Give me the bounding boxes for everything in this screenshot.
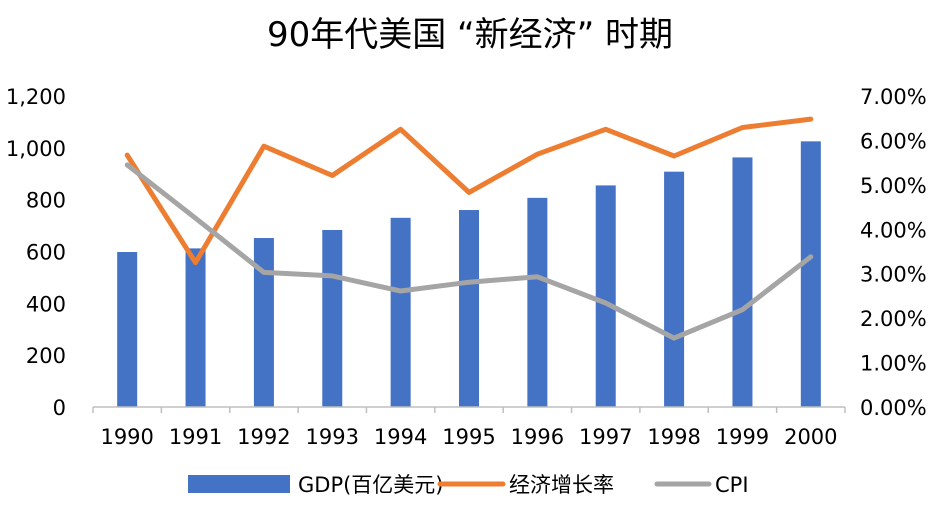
y-left-tick-label: 400 — [26, 292, 66, 316]
x-tick-label: 1997 — [579, 425, 632, 449]
y-right-tick-label: 5.00% — [860, 174, 927, 198]
y-left-tick-label: 800 — [26, 189, 66, 213]
x-tick-label: 1990 — [100, 425, 153, 449]
y-right-tick-label: 2.00% — [860, 307, 927, 331]
y-right-tick-label: 1.00% — [860, 352, 927, 376]
x-tick-label: 1996 — [511, 425, 564, 449]
growth-rate-line — [124, 116, 814, 266]
legend: GDP(百亿美元) 经济增长率 CPI — [188, 473, 749, 497]
y-left-tick-label: 0 — [53, 396, 66, 420]
x-tick-label: 1994 — [374, 425, 427, 449]
y-right-tick-label: 4.00% — [860, 218, 927, 242]
gdp-bar — [322, 229, 343, 407]
legend-gdp-swatch — [188, 475, 290, 493]
gdp-bar — [185, 248, 206, 407]
y-right-tick-label: 3.00% — [860, 263, 927, 287]
legend-label: 经济增长率 — [509, 473, 614, 497]
x-tick-label: 1999 — [716, 425, 769, 449]
y-right-tick-label: 6.00% — [860, 129, 927, 153]
legend-label: GDP(百亿美元) — [298, 473, 444, 497]
y-left-tick-label: 1,200 — [6, 85, 66, 109]
lines-layer — [124, 116, 814, 341]
y-left-tick-label: 200 — [26, 344, 66, 368]
x-tick-label: 1991 — [169, 425, 222, 449]
legend-label: CPI — [715, 473, 749, 497]
gdp-bar — [664, 171, 685, 407]
gdp-bar — [595, 185, 616, 407]
bars-layer — [117, 141, 821, 407]
x-tick-label: 1995 — [442, 425, 495, 449]
cpi-line — [124, 162, 814, 341]
gdp-bar — [732, 157, 753, 407]
gdp-bar — [117, 252, 138, 407]
x-tick-label: 1992 — [237, 425, 290, 449]
x-tick-label: 2000 — [784, 425, 837, 449]
gdp-bar — [800, 141, 821, 407]
y-left-tick-label: 1,000 — [6, 137, 66, 161]
chart-title: 90年代美国 “新经济” 时期 — [266, 15, 674, 55]
gdp-bar — [527, 197, 548, 407]
x-tick-label: 1998 — [647, 425, 700, 449]
y-right-tick-label: 7.00% — [860, 85, 927, 109]
axes-layer: 1990 1991 1992 1993 1994 1995 1996 1997 1998 1999… — [6, 85, 927, 449]
gdp-bar — [459, 210, 479, 407]
y-left-tick-label: 600 — [26, 241, 66, 265]
y-right-tick-label: 0.00% — [860, 396, 927, 420]
x-tick-label: 1993 — [306, 425, 359, 449]
gdp-bar — [390, 217, 411, 407]
gdp-bar — [253, 238, 274, 407]
